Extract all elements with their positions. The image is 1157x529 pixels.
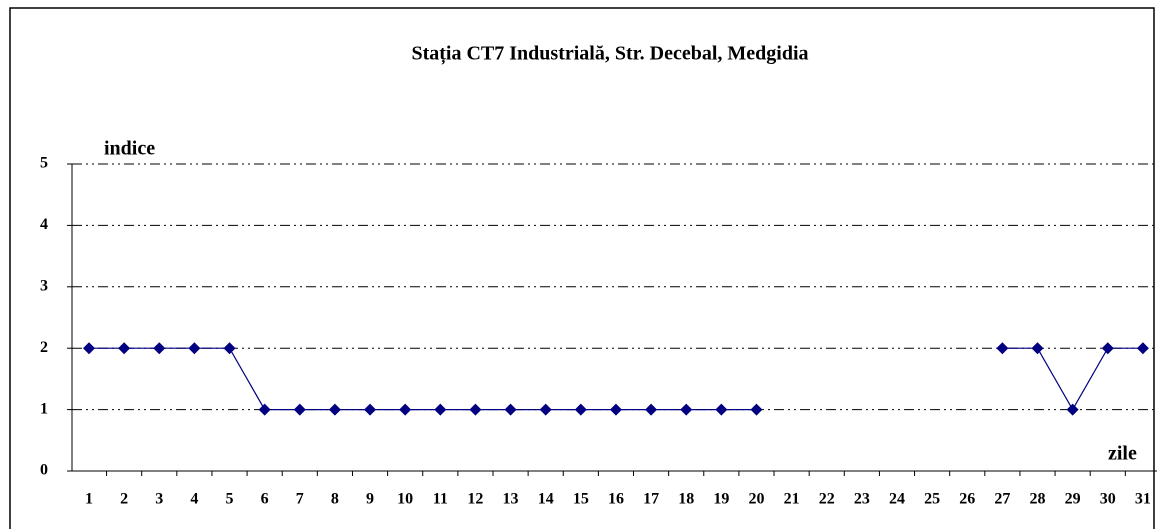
point-marker <box>574 403 587 416</box>
x-tick-label: 23 <box>854 491 870 508</box>
point-marker <box>750 403 763 416</box>
x-tick-label: 28 <box>1030 491 1046 508</box>
x-tick-label: 29 <box>1065 491 1081 508</box>
point-marker <box>434 403 447 416</box>
y-axis-label: indice <box>104 138 155 160</box>
point-marker <box>1066 403 1079 416</box>
x-tick-label: 25 <box>924 491 940 508</box>
x-tick-label: 24 <box>889 491 905 508</box>
y-tick-label: 0 <box>40 462 48 479</box>
y-tick-label: 3 <box>40 277 48 294</box>
point-marker <box>1101 342 1114 355</box>
y-tick-label: 4 <box>40 216 48 233</box>
point-marker <box>364 403 377 416</box>
point-marker <box>399 403 412 416</box>
point-marker <box>609 403 622 416</box>
series-line <box>89 347 1143 411</box>
y-tick-label: 1 <box>40 400 48 417</box>
x-tick-label: 9 <box>366 491 374 508</box>
chart-frame <box>9 7 1155 529</box>
x-tick-label: 31 <box>1135 491 1151 508</box>
point-marker <box>680 403 693 416</box>
x-tick-label: 26 <box>959 491 975 508</box>
x-tick-label: 17 <box>643 491 659 508</box>
x-tick-label: 15 <box>573 491 589 508</box>
point-marker <box>504 403 517 416</box>
x-tick-label: 19 <box>713 491 729 508</box>
x-tick-label: 10 <box>397 491 413 508</box>
x-tick-label: 3 <box>155 491 163 508</box>
point-marker <box>469 403 482 416</box>
x-axis-label: zile <box>1108 443 1137 465</box>
x-tick-label: 22 <box>819 491 835 508</box>
x-tick-label: 21 <box>784 491 800 508</box>
point-marker <box>539 403 552 416</box>
point-marker <box>1031 342 1044 355</box>
point-marker <box>715 403 728 416</box>
x-tick-label: 12 <box>467 491 483 508</box>
x-tick-label: 6 <box>261 491 269 508</box>
point-marker <box>153 342 166 355</box>
x-tick-label: 30 <box>1100 491 1116 508</box>
x-tick-label: 18 <box>678 491 694 508</box>
point-marker <box>645 403 658 416</box>
chart-title: Stația CT7 Industrială, Str. Decebal, Me… <box>411 43 808 66</box>
point-marker <box>996 342 1009 355</box>
point-marker <box>293 403 306 416</box>
x-tick-label: 8 <box>331 491 339 508</box>
point-marker <box>188 342 201 355</box>
x-tick-label: 13 <box>503 491 519 508</box>
x-tick-label: 7 <box>296 491 304 508</box>
point-marker <box>328 403 341 416</box>
x-tick-label: 4 <box>190 491 198 508</box>
y-tick-label: 2 <box>40 339 48 356</box>
x-tick-label: 27 <box>994 491 1010 508</box>
point-marker <box>258 403 271 416</box>
point-marker <box>1136 342 1149 355</box>
x-tick-label: 11 <box>433 491 448 508</box>
x-tick-label: 1 <box>85 491 93 508</box>
y-tick-label: 5 <box>40 155 48 172</box>
point-marker <box>83 342 95 355</box>
x-tick-label: 16 <box>608 491 624 508</box>
x-tick-label: 2 <box>120 491 128 508</box>
point-marker <box>118 342 131 355</box>
x-tick-label: 20 <box>748 491 764 508</box>
x-tick-label: 14 <box>538 491 554 508</box>
x-tick-label: 5 <box>226 491 234 508</box>
point-marker <box>223 342 236 355</box>
